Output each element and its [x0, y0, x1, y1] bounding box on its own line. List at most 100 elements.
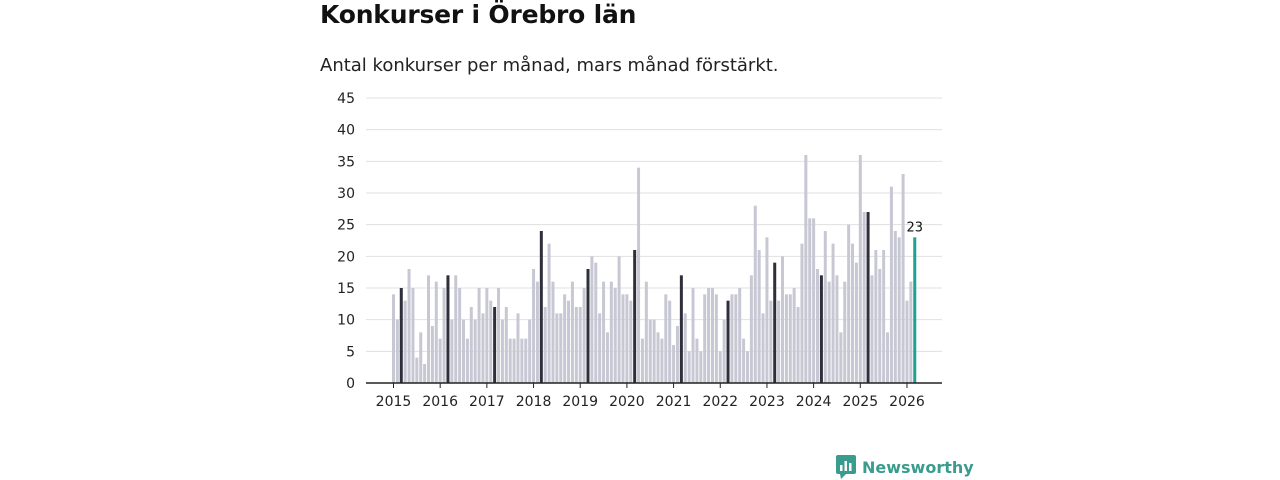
bar: [703, 294, 707, 383]
bar: [640, 338, 644, 383]
brand-name: Newsworthy: [862, 457, 974, 477]
bar: [808, 218, 812, 383]
bar: [695, 338, 699, 383]
y-tick-label: 10: [337, 313, 355, 329]
bar: [761, 313, 765, 383]
bar-march: [539, 231, 543, 383]
bar: [625, 294, 629, 383]
x-axis: [366, 382, 942, 388]
y-tick-label: 35: [337, 154, 355, 170]
bar: [874, 250, 878, 383]
y-tick-label: 20: [337, 249, 355, 265]
bar: [753, 205, 757, 383]
bar: [652, 319, 656, 383]
bar-march: [866, 212, 870, 383]
bar: [687, 351, 691, 383]
bar: [481, 313, 485, 383]
bar: [605, 332, 609, 383]
bar: [757, 250, 761, 383]
bar: [901, 174, 905, 383]
bar: [504, 307, 508, 383]
bar: [765, 237, 769, 383]
bar: [473, 319, 477, 383]
bar: [660, 338, 664, 383]
bar: [535, 281, 539, 383]
last-value-label: 23: [906, 220, 923, 235]
bar: [843, 281, 847, 383]
bar: [784, 294, 788, 383]
bar: [893, 231, 897, 383]
bars: [392, 155, 917, 383]
bar: [555, 313, 559, 383]
bar: [594, 262, 598, 383]
bar: [742, 338, 746, 383]
bar-march: [773, 262, 777, 383]
y-tick-label: 0: [346, 376, 355, 392]
bar: [854, 262, 858, 383]
bar: [500, 319, 504, 383]
bar: [889, 186, 893, 383]
x-tick-label: 2023: [749, 394, 785, 410]
bar: [804, 155, 808, 383]
bar: [648, 319, 652, 383]
bar: [609, 281, 613, 383]
x-tick-label: 2026: [889, 394, 925, 410]
bar: [862, 212, 866, 383]
bar: [547, 243, 551, 383]
bar: [788, 294, 792, 383]
bar: [477, 288, 481, 383]
x-tick-label: 2017: [469, 394, 505, 410]
y-tick-label: 15: [337, 281, 355, 297]
bar: [465, 338, 469, 383]
bar: [570, 281, 574, 383]
bar: [438, 338, 442, 383]
bar: [707, 288, 711, 383]
bar: [745, 351, 749, 383]
bar-march: [726, 300, 730, 383]
bar: [602, 281, 606, 383]
bar-march: [586, 269, 590, 383]
bar: [897, 237, 901, 383]
bar: [454, 275, 458, 383]
bar: [839, 332, 843, 383]
bar: [512, 338, 516, 383]
bar: [644, 281, 648, 383]
bar: [699, 351, 703, 383]
y-tick-label: 5: [346, 344, 355, 360]
x-tick-label: 2016: [422, 394, 458, 410]
bar: [427, 275, 431, 383]
bar: [489, 300, 493, 383]
x-tick-label: 2018: [516, 394, 552, 410]
x-tick-label: 2025: [842, 394, 878, 410]
bar: [851, 243, 855, 383]
bar: [714, 294, 718, 383]
y-tick-label: 30: [337, 186, 355, 202]
bar: [664, 294, 668, 383]
bar: [672, 345, 676, 383]
bar: [582, 288, 586, 383]
bar: [792, 288, 796, 383]
bar: [683, 313, 687, 383]
bar: [827, 281, 831, 383]
bar: [816, 269, 820, 383]
bar: [847, 224, 851, 383]
bar: [629, 300, 633, 383]
bar: [524, 338, 528, 383]
bar: [462, 319, 466, 383]
bar: [621, 294, 625, 383]
bar: [769, 300, 773, 383]
bar: [691, 288, 695, 383]
bar-march: [399, 288, 403, 383]
bar: [734, 294, 738, 383]
bar-march: [819, 275, 823, 383]
bar: [392, 294, 395, 383]
bar: [434, 281, 438, 383]
x-tick-label: 2019: [562, 394, 598, 410]
bar: [598, 313, 602, 383]
x-tick-label: 2021: [656, 394, 692, 410]
bar-march: [493, 307, 497, 383]
newsworthy-brand: Newsworthy: [836, 455, 974, 479]
bar: [777, 300, 781, 383]
bar: [738, 288, 742, 383]
